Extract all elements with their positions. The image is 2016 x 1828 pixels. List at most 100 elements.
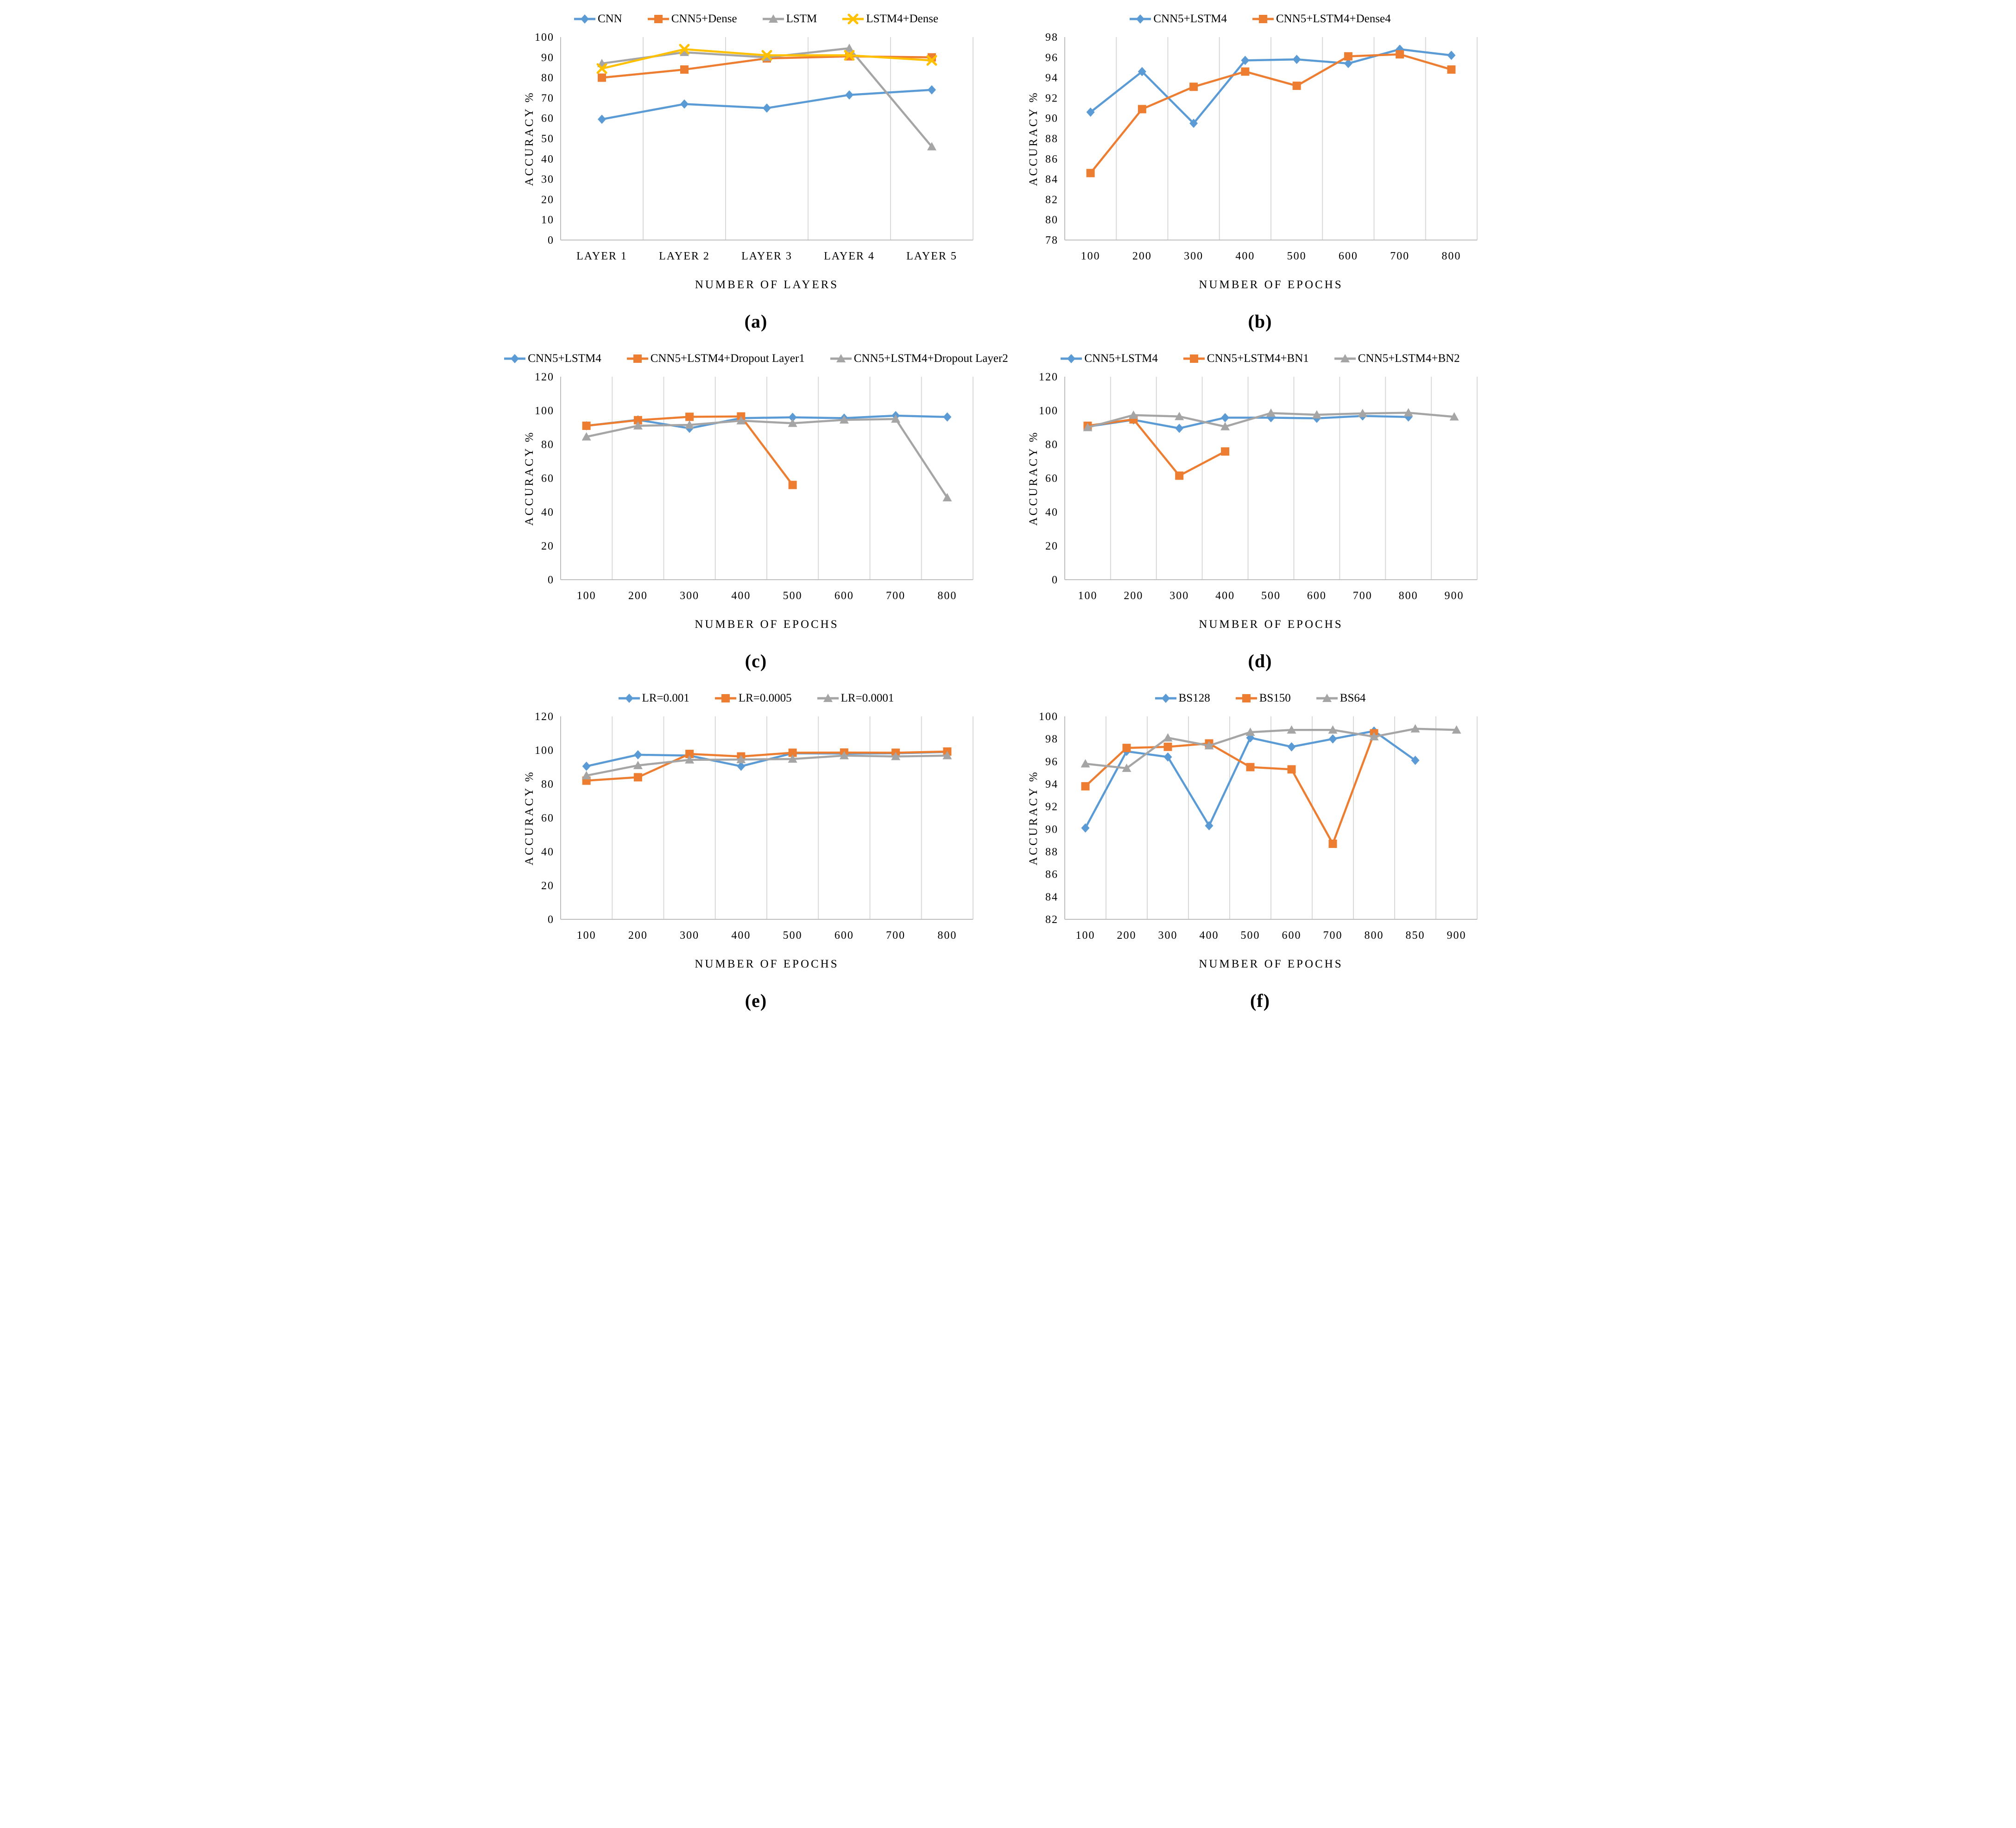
series-line-cnn5-lstm4 [1086,415,1409,430]
square-marker-icon [721,694,730,702]
datapoint-cnn5-lstm4-dropout-layer1-300 [685,412,694,421]
datapoint-cnn5-lstm4-bn2-800 [1403,408,1413,417]
legend-item-lr-0-0001[interactable]: LR=0.0001 [817,692,894,705]
y-tick-label: 82 [1045,914,1058,926]
datapoint-cnn5-lstm4-bn2-700 [1358,409,1367,417]
datapoint-lr-0-0001-100 [581,771,591,779]
chart-b: CNN5+LSTM4 CNN5+LSTM4+Dense4 78 80 82 84 86 88 9… [1008,5,1512,332]
x-tick-label: 850 [1405,930,1425,942]
datapoint-cnn5-lstm4-dense4-700 [1395,50,1404,59]
legend-item-bs128[interactable]: BS128 [1155,692,1210,705]
y-tick-label: 100 [1039,711,1058,723]
figure-page: CNN CNN5+Dense LSTM LSTM4+Dense 0 10 20 30 40 50 6… [504,0,1512,1030]
datapoint-cnn5-lstm4-dropout-layer2-500 [788,418,797,427]
legend-label: CNN5+LSTM4 [1153,13,1227,25]
legend-label: CNN [597,13,622,25]
x-axis-title: NUMBER OF EPOCHS [1199,958,1343,970]
y-tick-label: 86 [1045,869,1058,881]
datapoint-cnn5-lstm4-bn2-600 [1312,410,1321,419]
datapoint-bs64-300 [1163,733,1172,742]
x-tick-label: 400 [731,590,751,602]
legend-item-cnn5-lstm4[interactable]: CNN5+LSTM4 [504,352,601,365]
legend-item-cnn5-lstm4[interactable]: CNN5+LSTM4 [1060,352,1158,365]
datapoint-lstm-LAYER2 [679,47,689,56]
legend-marker-square-icon [626,354,648,363]
chart-f: BS128 BS150 BS64 82 84 86 88 90 92 94 96 98 100 100 20… [1008,684,1512,1012]
datapoint-cnn5-lstm4-dense4-800 [1447,65,1455,74]
y-tick-label: 40 [1045,506,1058,519]
datapoint-cnn5-lstm4-200 [1138,67,1146,76]
datapoint-cnn5-lstm4-500 [788,412,797,422]
x-tick-label: 100 [576,590,596,602]
x-tick-label: LAYER 1 [576,250,627,262]
datapoint-cnn5-lstm4-dropout-layer2-300 [684,420,694,429]
x-tick-label: 500 [783,590,802,602]
datapoint-cnn5-lstm4-dense4-500 [1292,82,1301,90]
y-tick-label: 60 [1045,473,1058,485]
datapoint-cnn5-dense-LAYER2 [680,65,689,74]
legend-item-cnn5-lstm4-dense4[interactable]: CNN5+LSTM4+Dense4 [1252,13,1391,25]
legend-item-lstm4-dense[interactable]: LSTM4+Dense [842,13,938,25]
y-tick-label: 90 [1045,113,1058,125]
datapoint-lr-0-001-200 [633,750,642,759]
legend-item-bs150[interactable]: BS150 [1235,692,1291,705]
datapoint-bs128-700 [1328,734,1337,744]
x-axis-title: NUMBER OF EPOCHS [695,618,839,631]
legend-marker-triangle-icon [1316,694,1338,702]
legend-item-cnn5-lstm4[interactable]: CNN5+LSTM4 [1129,13,1227,25]
legend-marker-diamond-icon [574,14,595,24]
chart-b-legend: CNN5+LSTM4 CNN5+LSTM4+Dense4 [1129,11,1391,27]
triangle-marker-icon [823,694,833,702]
datapoint-bs64-800 [1369,732,1378,740]
x-tick-label: 600 [1338,250,1358,262]
legend-item-cnn5-lstm4-dropout-layer1[interactable]: CNN5+LSTM4+Dropout Layer1 [626,352,805,365]
legend-label: LR=0.0001 [841,692,894,704]
legend-item-cnn5-lstm4-bn1[interactable]: CNN5+LSTM4+BN1 [1183,352,1309,365]
legend-marker-x-icon [842,13,864,25]
diamond-marker-icon [580,14,589,24]
datapoint-bs128-850 [1411,755,1419,765]
x-tick-label: 100 [1078,590,1097,602]
y-tick-label: 40 [541,153,554,165]
datapoint-lstm-LAYER4 [844,44,854,52]
y-axis-title: ACCURACY % [523,430,536,525]
legend-label: CNN5+LSTM4+Dropout Layer1 [650,352,805,365]
legend-item-lstm[interactable]: LSTM [762,13,817,25]
datapoint-cnn-LAYER4 [845,90,853,100]
y-tick-label: 0 [1052,574,1058,586]
x-tick-label: 800 [937,930,957,942]
datapoint-lr-0-001-400 [736,761,745,771]
chart-d: CNN5+LSTM4 CNN5+LSTM4+BN1 CNN5+LSTM4+BN2 0 2… [1008,344,1512,672]
legend-item-cnn5-dense[interactable]: CNN5+Dense [647,13,737,25]
datapoint-lstm4-dense-LAYER1 [596,63,607,74]
chart-e-legend: LR=0.001 LR=0.0005 LR=0.0001 [618,690,894,706]
legend-item-bs64[interactable]: BS64 [1316,692,1365,705]
legend-item-cnn5-lstm4-dropout-layer2[interactable]: CNN5+LSTM4+Dropout Layer2 [830,352,1008,365]
x-marker-icon [847,13,859,25]
y-tick-label: 96 [1045,756,1058,768]
legend-marker-square-icon [647,15,669,23]
chart-caption-b: (b) [1248,311,1272,332]
x-tick-label: 200 [628,930,647,942]
x-tick-label: 700 [1323,930,1342,942]
y-tick-label: 94 [1045,72,1058,84]
y-tick-label: 0 [548,574,554,586]
datapoint-cnn5-dense-LAYER1 [597,73,606,82]
datapoint-bs128-500 [1246,733,1254,743]
datapoint-lstm4-dense-LAYER3 [761,50,772,61]
legend-item-lr-0-0005[interactable]: LR=0.0005 [714,692,792,705]
y-tick-label: 20 [541,880,554,892]
y-tick-label: 120 [1039,371,1058,383]
x-tick-label: 400 [731,930,751,942]
legend-item-cnn5-lstm4-bn2[interactable]: CNN5+LSTM4+BN2 [1334,352,1460,365]
x-tick-label: 400 [1215,590,1235,602]
legend-item-cnn[interactable]: CNN [574,13,622,25]
legend-item-lr-0-001[interactable]: LR=0.001 [618,692,689,705]
datapoint-cnn5-lstm4-dropout-layer1-200 [633,416,642,424]
datapoint-cnn5-lstm4-400 [1240,56,1249,65]
datapoint-cnn5-lstm4-dropout-layer2-600 [839,415,849,424]
datapoint-cnn5-lstm4-bn1-300 [1175,471,1183,480]
y-axis-title: ACCURACY % [1027,770,1040,865]
x-tick-label: 100 [1081,250,1100,262]
y-axis-title: ACCURACY % [1027,430,1040,525]
